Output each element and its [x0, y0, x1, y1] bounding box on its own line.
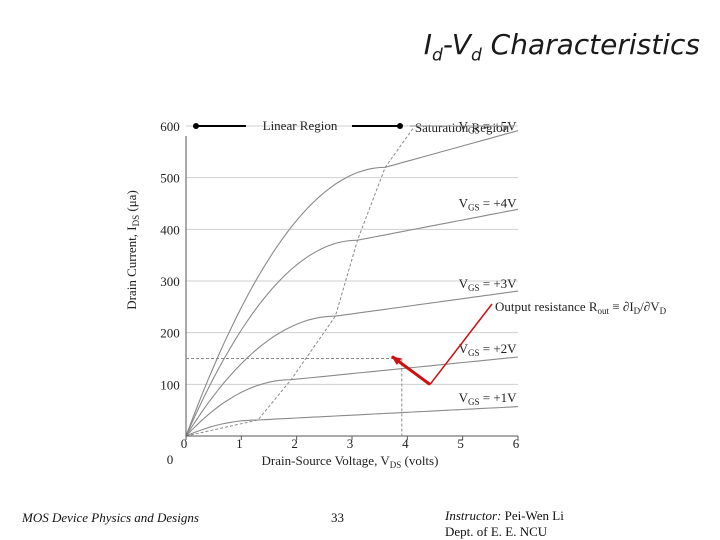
- iv-curve: [185, 290, 519, 437]
- linear-region-arrow-dot: [193, 123, 199, 129]
- y-tick-label: 600: [160, 119, 180, 134]
- x-tick-label: 3: [347, 436, 354, 451]
- origin-label: 0: [167, 452, 174, 467]
- saturation-boundary: [185, 128, 414, 437]
- y-tick-label: 100: [160, 377, 180, 392]
- y-tick-label: 200: [160, 326, 180, 341]
- x-tick-label: 6: [513, 436, 520, 451]
- x-tick-label: 5: [457, 436, 464, 451]
- course-title: MOS Device Physics and Designs: [22, 510, 199, 525]
- vgs-label: VGS = +1V: [459, 390, 518, 407]
- annotations: Linear Region Saturation Region Output res…: [186, 118, 667, 436]
- instructor-label: Instructor:: [445, 508, 502, 523]
- output-resistance-label: Output resistance Rout ≡ ∂ID/∂VD: [495, 299, 667, 316]
- x-axis-title: Drain-Source Voltage, VDS (volts): [262, 453, 439, 470]
- y-tick-label: 500: [160, 171, 180, 186]
- vgs-label: VGS = +4V: [459, 196, 518, 213]
- iv-curve: [185, 130, 519, 437]
- x-tick-label: 0: [181, 436, 188, 451]
- y-axis-title: Drain Current, IDS (μa): [124, 190, 141, 310]
- instructor-name: Pei-Wen Li: [501, 508, 564, 523]
- labels: 0 1 2 3 4 5 6 100 200 300 400 500 600 0 Drain-Source V…: [124, 119, 520, 470]
- iv-curve: [185, 406, 519, 437]
- axes: [185, 136, 519, 440]
- output-resistance-leader: [429, 303, 493, 385]
- y-tick-label: 300: [160, 274, 180, 289]
- iv-curve: [185, 208, 519, 437]
- y-tick-label: 400: [160, 222, 180, 237]
- x-tick-label: 1: [236, 436, 243, 451]
- department: Dept. of E. E. NCU: [445, 524, 548, 539]
- grid: [186, 125, 518, 385]
- x-tick-label: 2: [291, 436, 298, 451]
- iv-curve: [185, 356, 519, 437]
- curve-group: [185, 128, 519, 437]
- instructor-info: Instructor: Pei-Wen Li Dept. of E. E. NC…: [445, 508, 564, 540]
- linear-region-label: Linear Region: [263, 118, 338, 133]
- linear-region-arrow-dot-right: [397, 123, 403, 129]
- output-resistance-arrow: [391, 355, 431, 386]
- x-tick-label: 4: [402, 436, 409, 451]
- page-number: 33: [331, 510, 344, 525]
- vgs-label: VGS = +2V: [459, 341, 518, 358]
- chart-title: Id-Vd Characteristics: [423, 28, 700, 66]
- instructor-line: Instructor: Pei-Wen Li: [445, 508, 564, 524]
- vgs-label: VGS = +3V: [459, 276, 518, 293]
- saturation-region-label: Saturation Region: [415, 120, 510, 135]
